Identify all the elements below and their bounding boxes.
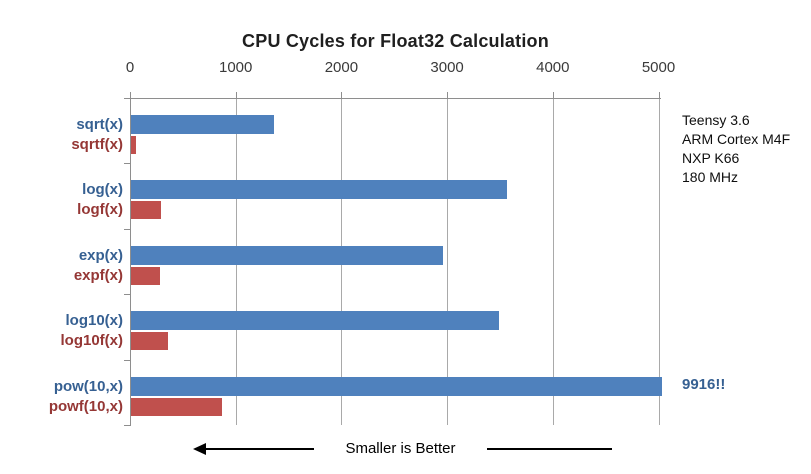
category-label-sqrt(x): sqrt(x) xyxy=(76,116,123,133)
category-label-exp(x): exp(x) xyxy=(78,246,123,264)
category-label-logf(x): logf(x) xyxy=(77,201,123,219)
device-info-note: Teensy 3.6 ARM Cortex M4F NXP K66 180 MH… xyxy=(682,111,790,187)
left-arrowhead-icon xyxy=(193,443,206,455)
bar-log10(x) xyxy=(131,311,499,331)
vertical-gridline xyxy=(552,98,554,425)
bar-expf(x) xyxy=(131,266,160,285)
device-info-line: ARM Cortex M4F xyxy=(682,131,791,147)
x-axis-tick-label: 0 xyxy=(125,59,135,76)
x-axis-line xyxy=(130,98,661,99)
category-label-pow(10,x): pow(10,x) xyxy=(53,377,123,395)
chart-title: CPU Cycles for Float32 Calculation xyxy=(242,31,549,51)
category-tick-mark xyxy=(124,294,131,296)
x-axis-tick-label: 2000 xyxy=(324,59,359,76)
smaller-is-better-note: Smaller is Better xyxy=(345,440,456,457)
category-tick-mark xyxy=(124,163,131,165)
category-tick-mark xyxy=(124,425,131,426)
category-label-log10f(x): log10f(x) xyxy=(60,332,123,350)
category-label-log(x): log(x) xyxy=(82,181,123,199)
device-info-line: 180 MHz xyxy=(682,169,739,185)
x-axis-tick-label: 4000 xyxy=(536,59,570,76)
bar-sqrt(x) xyxy=(131,115,274,134)
device-info-line: Teensy 3.6 xyxy=(682,112,750,128)
bar-logf(x) xyxy=(131,201,161,220)
pow-value-callout: 9916!! xyxy=(682,376,726,393)
arrow-line-left xyxy=(204,448,314,450)
bar-pow(10,x) xyxy=(131,376,662,396)
category-tick-mark xyxy=(124,359,131,361)
category-tick-mark xyxy=(124,98,131,99)
x-axis-tick-label: 5000 xyxy=(641,59,676,76)
bar-powf(10,x) xyxy=(131,397,222,416)
category-label-log10(x): log10(x) xyxy=(65,312,123,330)
x-axis-tick-label: 3000 xyxy=(430,59,464,76)
category-label-expf(x): expf(x) xyxy=(73,266,123,284)
category-label-powf(10,x): powf(10,x) xyxy=(48,397,123,415)
bar-log(x) xyxy=(131,180,507,200)
bar-exp(x) xyxy=(131,245,443,265)
category-tick-mark xyxy=(124,228,131,230)
arrow-line-right xyxy=(487,448,612,450)
bar-sqrtf(x) xyxy=(131,136,136,154)
category-label-sqrtf(x): sqrtf(x) xyxy=(71,136,123,153)
y-axis-line xyxy=(130,98,131,425)
bar-log10f(x) xyxy=(131,332,168,351)
vertical-gridline xyxy=(447,98,449,425)
device-info-line: NXP K66 xyxy=(682,150,740,166)
vertical-gridline xyxy=(658,98,660,425)
x-axis-tick-label: 1000 xyxy=(219,59,253,76)
